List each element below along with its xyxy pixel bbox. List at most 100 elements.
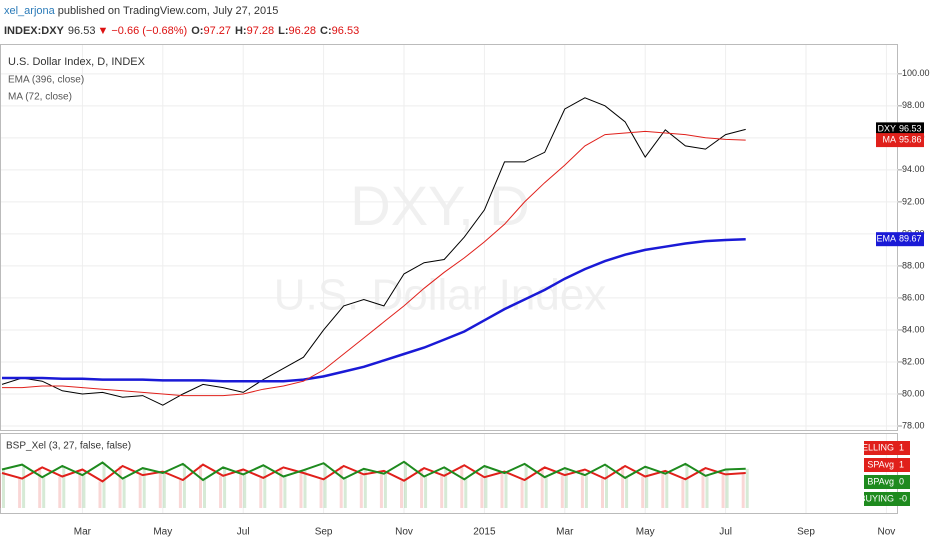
readout-value: 0 (899, 476, 904, 486)
readout-name: BPAvg (867, 476, 894, 486)
ohlc-value: 97.28 (247, 25, 275, 37)
last-value: 95.86 (899, 134, 922, 144)
series-line (2, 237, 746, 383)
y-tick-label: 88.00 (902, 260, 925, 270)
readout-box (864, 475, 910, 489)
ohlc-value: 96.28 (289, 25, 317, 37)
last-value-tag: EMA (876, 234, 896, 244)
last-value-box (876, 133, 924, 148)
last: 96.53 (68, 25, 96, 37)
oscillator-bar (243, 474, 247, 508)
readout-value: 1 (899, 442, 904, 452)
oscillator-bar (138, 475, 142, 508)
ohlc-label: L: (278, 25, 288, 37)
x-tick-label: Sep (797, 527, 815, 538)
oscillator-bar (580, 469, 584, 508)
oscillator-bar (544, 477, 548, 508)
oscillator-bar (701, 468, 705, 508)
y-tick-label: 98.00 (902, 100, 925, 110)
x-tick-label: May (636, 527, 655, 538)
published: published on TradingView.com, July 27, 2… (58, 5, 279, 17)
oscillator-bar (661, 470, 665, 508)
oscillator-bar (520, 480, 524, 508)
readout: BUYING -0 (859, 492, 910, 506)
last-value-tag: DXY (877, 124, 896, 134)
author[interactable]: xel_arjona (4, 5, 56, 17)
oscillator-bar (745, 468, 749, 508)
readout-name: SPAvg (867, 459, 894, 469)
readout: SELLING 1 (856, 441, 910, 455)
lower-title: BSP_Xel (3, 27, false, false) (6, 441, 131, 452)
watermark: DXY, D (350, 174, 529, 237)
oscillator-bar (323, 463, 327, 508)
oscillator-bar (460, 465, 464, 508)
oscillator-bar (203, 480, 206, 508)
readout-value: -0 (899, 493, 907, 503)
readout-box (864, 458, 910, 472)
readout: BPAvg 0 (864, 475, 910, 489)
oscillator-bar (741, 473, 745, 508)
readout-value: 1 (899, 459, 904, 469)
oscillator-bar (601, 478, 604, 508)
oscillator-bar (621, 466, 625, 508)
oscillator-bar (480, 477, 484, 508)
oscillator-bar (359, 474, 363, 508)
y-tick-label: 94.00 (902, 164, 925, 174)
chart-title: U.S. Dollar Index, D, INDEX (8, 56, 146, 68)
last-value-box (876, 122, 924, 137)
legend-entry: EMA (396, close) (8, 75, 84, 86)
ohlc-label: H: (235, 25, 247, 37)
oscillator-bar (363, 468, 367, 508)
oscillator-bar (38, 467, 42, 508)
last-value: 96.53 (899, 124, 922, 134)
x-tick-label: May (153, 527, 172, 538)
y-tick-label: 84.00 (902, 324, 925, 334)
change: ▼ −0.66 (−0.68%) (97, 25, 187, 37)
symbol: INDEX:DXY (4, 25, 65, 37)
oscillator-bar (263, 465, 267, 508)
oscillator-bar (62, 466, 66, 508)
x-tick-label: Nov (395, 527, 413, 538)
y-tick-label: 92.00 (902, 196, 925, 206)
oscillator-bar (279, 467, 283, 508)
oscillator-bar (239, 469, 243, 508)
oscillator-bar (540, 467, 544, 508)
readout-box (864, 492, 910, 506)
oscillator-bar (484, 466, 488, 508)
oscillator-bar (142, 468, 146, 508)
readout-name: BUYING (859, 493, 894, 503)
legend-entry: MA (72, close) (8, 92, 72, 103)
oscillator-bar (303, 470, 307, 508)
series-line (2, 130, 746, 397)
oscillator-bar (665, 473, 669, 508)
ohlc-label: C: (320, 25, 332, 37)
lower-pane (0, 433, 898, 514)
oscillator-bar (605, 464, 608, 508)
oscillator-bar (424, 476, 428, 508)
oscillator-bar (98, 481, 102, 508)
oscillator-bar (464, 479, 468, 508)
oscillator-bar (223, 467, 227, 508)
last-value-box (876, 232, 924, 247)
readout-name: SELLING (856, 442, 894, 452)
y-tick-label: 100.00 (902, 68, 930, 78)
header-line: xel_arjona published on TradingView.com, … (4, 5, 278, 17)
x-tick-label: Jul (719, 527, 732, 538)
readout-box (864, 441, 910, 455)
oscillator-bar (725, 469, 729, 508)
oscillator-bar (625, 477, 629, 508)
oscillator-bar (118, 466, 122, 508)
oscillator-bar (440, 475, 444, 508)
oscillator-bar (259, 477, 263, 508)
oscillator-bar (379, 470, 383, 508)
oscillator-bar (400, 480, 403, 508)
oscillator-bar (42, 477, 46, 508)
oscillator-bar (58, 476, 62, 508)
oscillator-line (1, 460, 746, 482)
ohlc-value: 96.53 (332, 25, 360, 37)
watermark: U.S. Dollar Index (274, 271, 607, 320)
oscillator-bar (685, 463, 689, 508)
oscillator-bar (721, 474, 725, 508)
oscillator-bar (182, 463, 186, 508)
